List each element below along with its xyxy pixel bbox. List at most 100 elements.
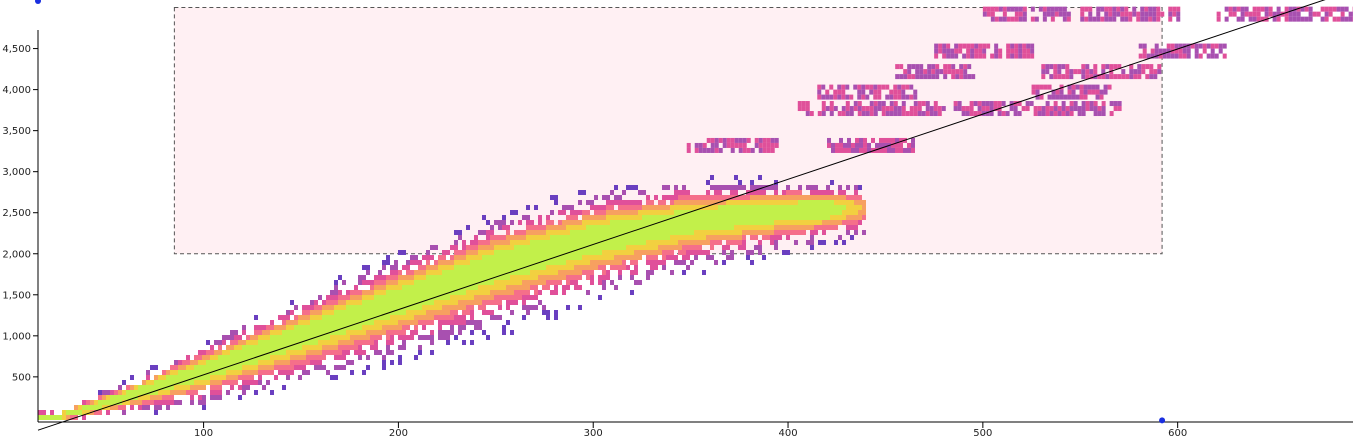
heatmap-cell: [774, 240, 778, 245]
heatmap-cell: [618, 260, 622, 265]
heatmap-cell: [1088, 11, 1093, 17]
heatmap-cell: [730, 235, 734, 240]
selection-handle-bottom-right[interactable]: [1159, 417, 1166, 424]
heatmap-cell: [282, 315, 286, 320]
heatmap-cell: [270, 320, 274, 325]
heatmap-cell: [138, 405, 142, 410]
heatmap-cell: [418, 310, 422, 315]
heatmap-cell: [386, 290, 390, 295]
heatmap-cell: [921, 101, 926, 107]
heatmap-cell: [786, 210, 790, 215]
heatmap-cell: [574, 245, 578, 250]
heatmap-cell: [282, 335, 286, 340]
heatmap-cell: [214, 395, 218, 400]
heatmap-cell: [406, 260, 410, 265]
heatmap-cell: [966, 48, 971, 54]
heatmap-cell: [346, 345, 350, 350]
heatmap-cell: [650, 235, 654, 240]
heatmap-cell: [366, 265, 370, 270]
heatmap-cell: [682, 220, 686, 225]
heatmap-cell: [590, 245, 594, 250]
heatmap-cell: [326, 370, 330, 375]
heatmap-cell: [1232, 6, 1237, 12]
heatmap-cell: [534, 250, 538, 255]
heatmap-cell: [526, 205, 530, 210]
heatmap-cell: [398, 305, 402, 310]
heatmap-cell: [873, 111, 878, 117]
heatmap-cell: [366, 340, 370, 345]
heatmap-cell: [706, 205, 710, 210]
heatmap-cell: [602, 250, 606, 255]
heatmap-cell: [526, 220, 530, 225]
heatmap-cell: [346, 300, 350, 305]
heatmap-cell: [114, 390, 118, 395]
heatmap-cell: [382, 325, 386, 330]
heatmap-cell: [762, 190, 766, 195]
heatmap-cell: [334, 335, 338, 340]
heatmap-cell: [614, 255, 618, 260]
heatmap-cell: [1304, 6, 1309, 12]
selection-handle-top-left[interactable]: [35, 0, 41, 4]
heatmap-cell: [522, 270, 526, 275]
heatmap-cell: [865, 94, 870, 100]
heatmap-cell: [738, 220, 742, 225]
heatmap-cell: [1042, 11, 1047, 17]
heatmap-cell: [318, 365, 322, 370]
heatmap-cell: [490, 250, 494, 255]
heatmap-cell: [226, 350, 230, 355]
heatmap-cell: [190, 375, 194, 380]
heatmap-cell: [506, 295, 510, 300]
heatmap-cell: [274, 330, 278, 335]
heatmap-cell: [206, 360, 210, 365]
heatmap-cell: [718, 220, 722, 225]
heatmap-cell: [166, 400, 170, 405]
heatmap-cell: [314, 355, 318, 360]
heatmap-cell: [462, 300, 466, 305]
heatmap-cell: [290, 355, 294, 360]
heatmap-cell: [182, 380, 186, 385]
heatmap-cell: [222, 335, 226, 340]
heatmap-cell: [702, 230, 706, 235]
heatmap-cell: [310, 320, 314, 325]
heatmap-cell: [558, 255, 562, 260]
heatmap-cell: [194, 380, 198, 385]
heatmap-cell: [931, 69, 936, 75]
heatmap-cell: [1103, 84, 1108, 90]
heatmap-cell: [542, 275, 546, 280]
heatmap-cell: [1174, 53, 1179, 59]
heatmap-cell: [997, 101, 1002, 107]
heatmap-cell: [618, 255, 622, 260]
heatmap-cell: [738, 137, 743, 143]
heatmap-cell: [1308, 11, 1313, 17]
heatmap-cell: [258, 360, 262, 365]
heatmap-cell: [506, 235, 510, 240]
heatmap-cell: [406, 320, 410, 325]
heatmap-cell: [642, 215, 646, 220]
heatmap-cell: [406, 280, 410, 285]
heatmap-cell: [510, 240, 514, 245]
heatmap-cell: [750, 147, 755, 153]
heatmap-cell: [646, 275, 650, 280]
heatmap-cell: [1006, 43, 1011, 49]
heatmap-cell: [634, 200, 638, 205]
heatmap-cell: [630, 210, 634, 215]
heatmap-cell: [578, 220, 582, 225]
heatmap-cell: [426, 315, 430, 320]
heatmap-cell: [1091, 84, 1096, 90]
heatmap-cell: [242, 365, 246, 370]
heatmap-cell: [562, 240, 566, 245]
heatmap-cell: [774, 205, 778, 210]
heatmap-cell: [1075, 94, 1080, 100]
heatmap-cell: [598, 235, 602, 240]
heatmap-cell: [330, 295, 334, 300]
heatmap-cell: [1017, 101, 1022, 107]
heatmap-cell: [242, 385, 246, 390]
heatmap-cell: [798, 210, 802, 215]
heatmap-cell: [774, 225, 778, 230]
heatmap-cell: [698, 240, 702, 245]
heatmap-cell: [947, 64, 952, 70]
heatmap-cell: [678, 210, 682, 215]
heatmap-cell: [670, 240, 674, 245]
heatmap-cell: [1030, 43, 1035, 49]
heatmap-cell: [202, 385, 206, 390]
